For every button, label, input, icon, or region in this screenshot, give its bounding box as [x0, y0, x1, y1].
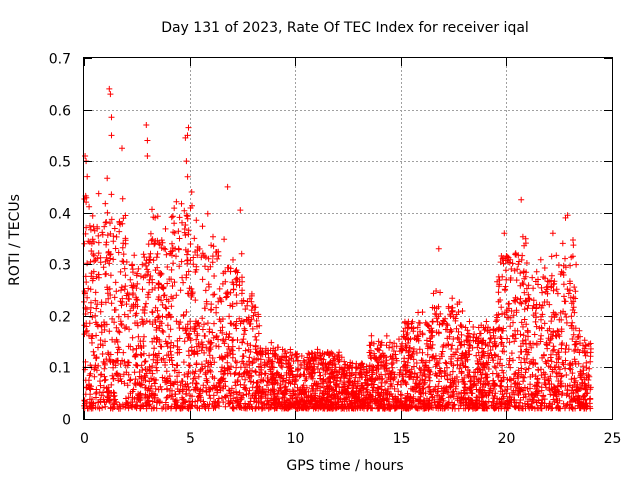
data-point	[182, 134, 189, 141]
x-tick-label: 15	[393, 431, 411, 447]
data-point	[549, 230, 556, 237]
data-point	[564, 212, 571, 219]
data-point	[185, 124, 192, 131]
data-point	[107, 91, 114, 98]
data-point	[501, 230, 508, 237]
y-tick-label: 0.6	[49, 104, 71, 120]
y-tick-label: 0.3	[49, 258, 71, 274]
data-point	[237, 207, 244, 214]
data-point	[183, 158, 190, 165]
y-axis-title: ROTI / TECUs	[7, 194, 23, 286]
y-tick-label: 0.2	[49, 310, 71, 326]
data-point	[518, 196, 525, 203]
plot-frame	[83, 57, 613, 420]
x-tick-label: 20	[498, 431, 516, 447]
y-tick-labels: 0 0.1 0.2 0.3 0.4 0.5 0.6 0.7	[49, 52, 71, 429]
data-point	[144, 153, 151, 159]
data-points	[81, 85, 594, 412]
x-tick-label: 5	[186, 431, 195, 447]
x-tick-label: 0	[80, 431, 89, 447]
y-tick-label: 0.1	[49, 361, 71, 377]
y-tick-label: 0.4	[49, 207, 71, 223]
axis-ticks	[84, 58, 613, 420]
chart-title: Day 131 of 2023, Rate Of TEC Index for r…	[161, 20, 529, 36]
x-axis-title: GPS time / hours	[286, 458, 403, 474]
data-point	[108, 114, 115, 121]
data-point	[106, 85, 113, 92]
data-point	[84, 173, 91, 180]
data-point	[224, 183, 231, 190]
data-point	[143, 122, 150, 128]
data-point	[435, 245, 442, 252]
data-point	[119, 145, 125, 152]
x-tick-labels: 0 5 10 15 20 25	[80, 431, 621, 447]
y-tick-label: 0	[62, 413, 71, 429]
data-point	[108, 132, 115, 139]
y-tick-label: 0.7	[49, 52, 71, 68]
x-tick-label: 25	[604, 431, 622, 447]
x-tick-label: 10	[287, 431, 305, 447]
data-point	[144, 137, 151, 144]
y-tick-label: 0.5	[49, 155, 71, 171]
roti-point-cloud	[81, 173, 594, 412]
